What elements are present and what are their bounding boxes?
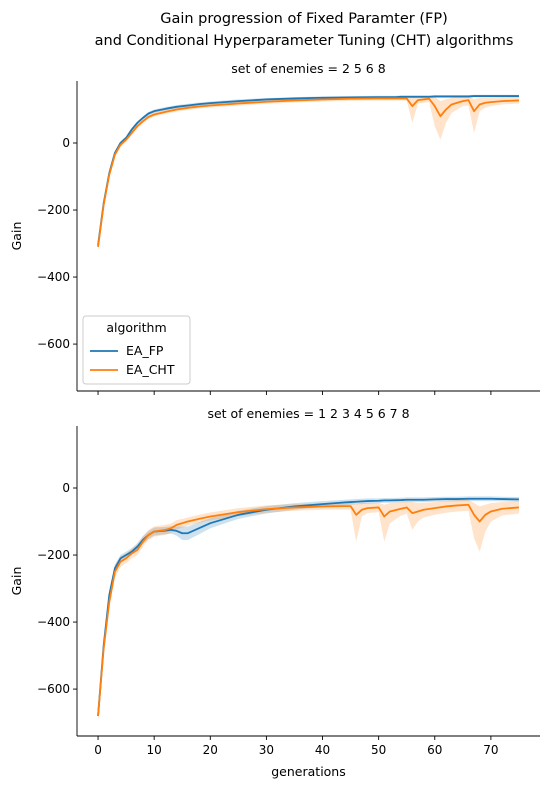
y-axis-label: Gain: [9, 567, 24, 596]
y-tick-label: −400: [37, 270, 70, 284]
x-tick-label: 10: [147, 743, 162, 757]
series-line-ea_cht: [97, 503, 520, 716]
x-tick-label: 40: [315, 743, 330, 757]
figure-title-line-2: and Conditional Hyperparameter Tuning (C…: [95, 33, 514, 49]
ci-band-ea_fp: [98, 94, 519, 248]
ci-band-ea_cht: [98, 96, 519, 250]
legend-label: EA_CHT: [126, 362, 175, 377]
x-tick-label: 0: [94, 743, 102, 757]
panel-title: set of enemies = 2 5 6 8: [231, 61, 385, 76]
legend-title: algorithm: [106, 320, 166, 335]
ci-band-ea_cht: [98, 499, 519, 721]
y-tick-label: −600: [37, 337, 70, 351]
x-tick-label: 30: [259, 743, 274, 757]
panel-1: set of enemies = 2 5 6 8 −600 −400 −200 0 Gai…: [9, 61, 540, 395]
series-line-ea_cht: [97, 97, 519, 248]
y-axis-label: Gain: [9, 222, 24, 251]
y-tick-label: −400: [37, 615, 70, 629]
x-tick-label: 60: [427, 743, 442, 757]
x-tick-label: 70: [483, 743, 498, 757]
x-axis-label: generations: [271, 764, 346, 779]
legend-frame: [82, 315, 191, 385]
panel-2: set of enemies = 1 2 3 4 5 6 7 8 −600 −400…: [9, 406, 540, 779]
x-tick-label: 20: [203, 743, 218, 757]
y-tick-label: −200: [37, 548, 70, 562]
legend: algorithm EA_FP EA_CHT: [82, 315, 191, 385]
y-tick-label: 0: [62, 136, 70, 150]
y-tick-label: −200: [37, 203, 70, 217]
series-line-ea_fp: [97, 497, 519, 716]
panels: set of enemies = 2 5 6 8 −600 −400 −200 0 Gai…: [9, 61, 540, 779]
legend-label: EA_FP: [126, 343, 164, 358]
series-line-ea_fp: [97, 95, 519, 246]
x-tick-label: 50: [371, 743, 386, 757]
y-tick-label: 0: [62, 481, 70, 495]
panel-title: set of enemies = 1 2 3 4 5 6 7 8: [207, 406, 409, 421]
y-tick-label: −600: [37, 682, 70, 696]
figure-title-line-1: Gain progression of Fixed Paramter (FP): [160, 11, 448, 27]
